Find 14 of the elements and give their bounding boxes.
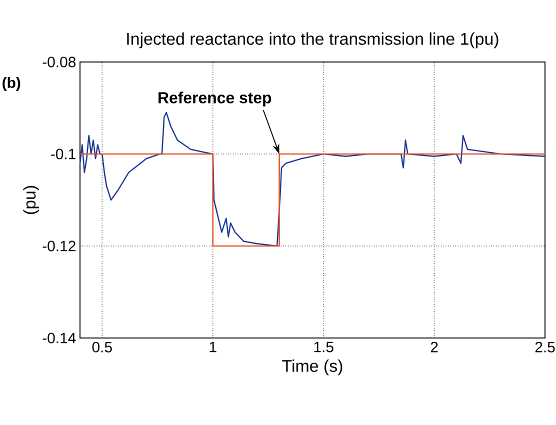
- x-tick-label: 2: [430, 342, 438, 352]
- y-tick-label: -0.1: [51, 148, 76, 160]
- x-tick-label: 1: [210, 342, 216, 352]
- x-tick-label: 2.5: [535, 342, 555, 352]
- y-axis-title: (pu): [23, 186, 39, 214]
- y-tick-label: -0.08: [42, 56, 76, 68]
- x-tick-label: 1.5: [314, 342, 334, 352]
- text: (b): [2, 77, 20, 91]
- y-tick-label: -0.14: [42, 332, 76, 344]
- chart-title: Injected reactance into the transmission line 1(pu): [127, 32, 498, 48]
- y-tick-label: -0.12: [42, 240, 76, 252]
- x-tick-label: 0.5: [92, 342, 112, 352]
- x-axis-title: Time (s): [282, 360, 342, 376]
- annotation: Reference step: [158, 92, 272, 107]
